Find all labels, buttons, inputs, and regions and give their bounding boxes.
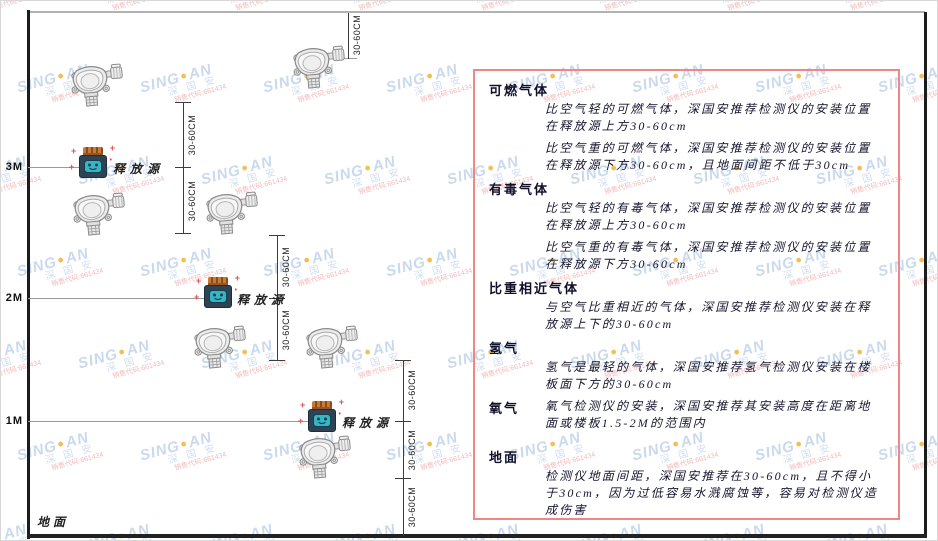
spark-icon: +: [298, 416, 304, 426]
ground-label: 地面: [37, 515, 70, 529]
release-source-label: 释放源: [113, 162, 165, 176]
dimension-tick: [175, 102, 191, 103]
ground-line: [28, 534, 927, 538]
dimension-label: 30-60CM: [407, 486, 417, 528]
panel-section-ground: 地面 检测仪地面间距，深国安推荐在30-60cm，且不得小于30cm，因为过低容…: [489, 447, 882, 518]
panel-section-hydrogen: 氢气 氢气是最轻的气体，深国安推荐氢气检测仪安装在楼板面下方的30-60cm: [489, 338, 882, 393]
section-heading: 地面: [489, 450, 520, 465]
dimension-tick: [269, 360, 285, 361]
section-paragraph: 氢气是最轻的气体，深国安推荐氢气检测仪安装在楼板面下方的30-60cm: [545, 360, 872, 391]
dimension-tick: [269, 235, 285, 236]
gas-detector-icon: [192, 325, 249, 370]
wall-left: [27, 10, 30, 539]
release-source-face-icon: [313, 414, 331, 427]
gas-detector-icon: [71, 192, 128, 237]
guide-line-3m: [28, 167, 80, 168]
release-source-body: [79, 155, 107, 178]
release-source-icon: + + + •: [194, 274, 240, 313]
section-paragraph: 比空气轻的有毒气体，深国安推荐检测仪的安装位置在释放源上方30-60cm: [545, 201, 872, 232]
gas-detector-icon: [304, 325, 361, 370]
guide-line-2m: [28, 298, 204, 299]
release-source-label: 释放源: [342, 416, 394, 430]
section-paragraph: 比空气重的有毒气体，深国安推荐检测仪的安装位置在释放源下方30-60cm: [545, 240, 872, 271]
release-source-face-icon: [209, 290, 227, 303]
spark-icon: +: [196, 276, 202, 286]
dimension-line: [183, 103, 184, 234]
guide-line-1m: [28, 421, 308, 422]
dimension-line: [348, 13, 349, 59]
spark-icon: +: [338, 397, 344, 407]
ceiling-line: [28, 11, 925, 13]
spark-icon: •: [109, 157, 112, 164]
section-paragraph: 氧气检测仪的安装，深国安推荐其安装高度在距离地面或楼板1.5-2M的范围内: [545, 399, 872, 430]
section-paragraph: 比空气轻的可燃气体，深国安推荐检测仪的安装位置在释放源上方30-60cm: [545, 102, 872, 133]
spark-icon: +: [194, 292, 200, 302]
dimension-label: 30-60CM: [352, 14, 362, 56]
dimension-label: 30-60CM: [281, 309, 291, 351]
spark-icon: +: [69, 162, 75, 172]
panel-section-combustible-gas: 可燃气体 比空气轻的可燃气体，深国安推荐检测仪的安装位置在释放源上方30-60c…: [489, 80, 882, 174]
gas-detector-icon: [291, 45, 348, 90]
release-source-label: 释放源: [237, 293, 289, 307]
dimension-tick: [269, 298, 285, 299]
dimension-label: 30-60CM: [407, 429, 417, 471]
spark-icon: +: [234, 273, 240, 283]
dimension-tick: [395, 421, 411, 422]
height-label-2m: 2M: [5, 292, 23, 304]
spark-icon: +: [109, 143, 115, 153]
release-source-icon: + + + •: [298, 398, 344, 437]
section-paragraph: 与空气比重相近的气体，深国安推荐检测仪安装在释放源上下的30-60cm: [545, 300, 872, 331]
dimension-label: 30-60CM: [187, 180, 197, 222]
height-label-3m: 3M: [5, 161, 23, 173]
gas-detector-icon: [297, 435, 354, 480]
release-source-body: [308, 409, 336, 432]
dimension-line: [403, 361, 404, 536]
spark-icon: +: [71, 146, 77, 156]
dimension-tick: [175, 233, 191, 234]
dimension-tick: [395, 478, 411, 479]
spark-icon: •: [338, 411, 341, 418]
section-heading: 有毒气体: [489, 182, 550, 197]
height-label-1m: 1M: [5, 415, 23, 427]
panel-section-toxic-gas: 有毒气体 比空气轻的有毒气体，深国安推荐检测仪的安装位置在释放源上方30-60c…: [489, 179, 882, 273]
release-source-cap: [208, 277, 228, 285]
spark-icon: •: [234, 287, 237, 294]
release-source-icon: + + + •: [69, 144, 115, 183]
dimension-label: 30-60CM: [187, 114, 197, 156]
dimension-label: 30-60CM: [407, 369, 417, 411]
release-source-face-icon: [84, 160, 102, 173]
section-paragraph: 比空气重的可燃气体，深国安推荐检测仪的安装位置在释放源下方30-60cm，且地面…: [545, 141, 872, 172]
info-panel: 可燃气体 比空气轻的可燃气体，深国安推荐检测仪的安装位置在释放源上方30-60c…: [473, 69, 900, 520]
gas-detector-icon: [69, 63, 126, 108]
release-source-body: [204, 285, 232, 308]
release-source-cap: [312, 401, 332, 409]
dimension-tick: [395, 360, 411, 361]
panel-section-oxygen: 氧气 氧气检测仪的安装，深国安推荐其安装高度在距离地面或楼板1.5-2M的范围内: [489, 398, 882, 437]
section-heading: 比重相近气体: [489, 281, 580, 296]
release-source-cap: [83, 147, 103, 155]
gas-detector-icon: [204, 191, 261, 236]
dimension-tick: [175, 167, 191, 168]
section-paragraph: 检测仪地面间距，深国安推荐在30-60cm，且不得小于30cm，因为过低容易水溅…: [545, 469, 878, 517]
panel-section-similar-density-gas: 比重相近气体 与空气比重相近的气体，深国安推荐检测仪安装在释放源上下的30-60…: [489, 278, 882, 333]
section-heading: 氧气: [489, 401, 520, 416]
spark-icon: +: [300, 400, 306, 410]
wall-right: [924, 12, 927, 538]
dimension-label: 30-60CM: [281, 246, 291, 288]
section-heading: 氢气: [489, 341, 520, 356]
section-heading: 可燃气体: [489, 83, 550, 98]
